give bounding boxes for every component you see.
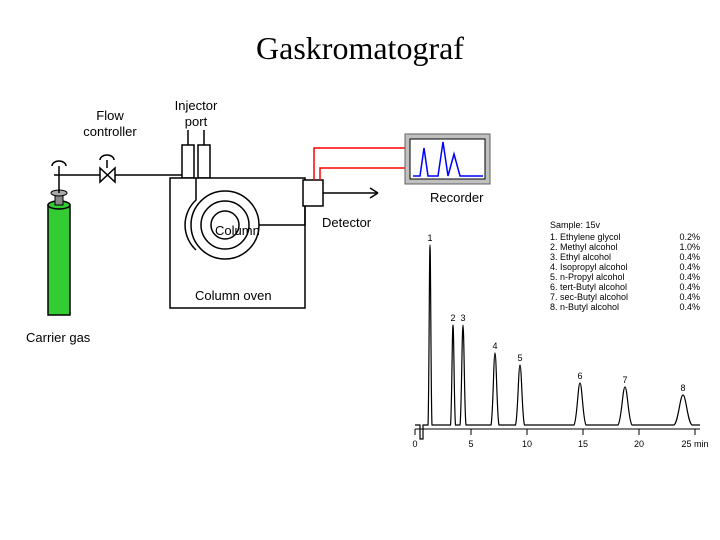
sample-items: 1. Ethylene glycol0.2%2. Methyl alcohol1… (550, 232, 700, 312)
svg-text:5: 5 (468, 439, 473, 449)
svg-text:15: 15 (578, 439, 588, 449)
svg-text:1: 1 (427, 233, 432, 243)
sample-list: Sample: 15v 1. Ethylene glycol0.2%2. Met… (550, 220, 700, 312)
carrier-gas-label: Carrier gas (26, 330, 90, 346)
detector (303, 180, 323, 206)
flow-controller-label: Flow controller (75, 108, 145, 139)
sample-row: 7. sec-Butyl alcohol0.4% (550, 292, 700, 302)
sample-row: 3. Ethyl alcohol0.4% (550, 252, 700, 262)
svg-text:2: 2 (450, 313, 455, 323)
sample-row: 8. n-Butyl alcohol0.4% (550, 302, 700, 312)
svg-text:25 min: 25 min (681, 439, 708, 449)
svg-text:4: 4 (492, 341, 497, 351)
sample-row: 5. n-Propyl alcohol0.4% (550, 272, 700, 282)
signal-lines (314, 148, 405, 180)
injector-port (182, 130, 210, 178)
injector-port-label: Injector port (168, 98, 224, 129)
flow-valve-2 (100, 155, 115, 182)
carrier-gas-cylinder (48, 190, 70, 315)
svg-text:20: 20 (634, 439, 644, 449)
svg-text:7: 7 (622, 375, 627, 385)
flow-valve-1 (52, 161, 66, 175)
column-label: Column (215, 223, 260, 239)
svg-text:0: 0 (412, 439, 417, 449)
sample-row: 6. tert-Butyl alcohol0.4% (550, 282, 700, 292)
detector-label: Detector (322, 215, 371, 231)
svg-text:5: 5 (517, 353, 522, 363)
svg-text:6: 6 (577, 371, 582, 381)
column-oven-label: Column oven (195, 288, 272, 304)
svg-text:3: 3 (460, 313, 465, 323)
sample-header: Sample: 15v (550, 220, 700, 230)
sample-row: 2. Methyl alcohol1.0% (550, 242, 700, 252)
recorder-label: Recorder (430, 190, 483, 206)
svg-text:10: 10 (522, 439, 532, 449)
svg-text:8: 8 (680, 383, 685, 393)
sample-row: 4. Isopropyl alcohol0.4% (550, 262, 700, 272)
sample-row: 1. Ethylene glycol0.2% (550, 232, 700, 242)
recorder (405, 134, 490, 184)
